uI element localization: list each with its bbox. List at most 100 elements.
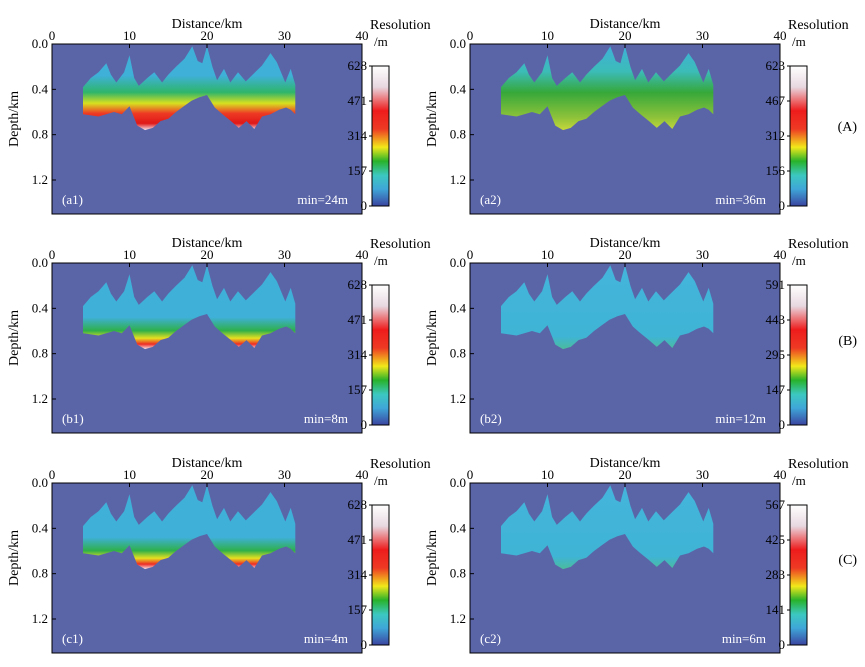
panel-a1: 0 10 20 30 40 Distance/km 0.0 0.4 0.8 1.2 Depth/km…	[7, 17, 431, 215]
y-tick-label: 0.8	[450, 127, 466, 142]
x-tick-label: 30	[278, 247, 291, 262]
colorbar	[371, 65, 390, 207]
panel-label: (c1)	[62, 631, 83, 646]
colorbar-tick-label: 425	[766, 532, 786, 547]
x-tick-label: 0	[49, 467, 56, 482]
colorbar-tick-label: 628	[348, 277, 368, 292]
resolution-field	[501, 485, 714, 570]
colorbar	[371, 504, 390, 646]
x-tick-label: 10	[541, 247, 554, 262]
panel-c1: 0 10 20 30 40 Distance/km 0.0 0.4 0.8 1.2 Depth/km…	[7, 456, 431, 654]
y-axis-title: Depth/km	[425, 310, 440, 366]
colorbar-tick-label: 471	[348, 532, 368, 547]
resolution-field	[83, 46, 296, 131]
y-tick-label: 0.8	[32, 127, 48, 142]
x-tick-label: 20	[619, 28, 632, 43]
colorbar-tick-label: 312	[766, 128, 786, 143]
x-tick-label: 0	[467, 467, 474, 482]
x-tick-label: 20	[619, 467, 632, 482]
y-axis-title: Depth/km	[7, 91, 22, 147]
x-tick-label: 30	[696, 467, 709, 482]
panel-label: (c2)	[480, 631, 501, 646]
y-axis-title: Depth/km	[425, 530, 440, 586]
y-tick-label: 0.0	[450, 475, 466, 490]
resolution-field	[83, 265, 296, 350]
colorbar-tick-label: 567	[766, 497, 786, 512]
y-tick-label: 0.8	[450, 346, 466, 361]
x-tick-label: 40	[356, 247, 369, 262]
colorbar-tick-label: 0	[779, 637, 786, 652]
y-tick-label: 0.8	[32, 566, 48, 581]
min-resolution-label: min=24m	[297, 192, 348, 207]
panels-layer: 0 10 20 30 40 Distance/km 0.0 0.4 0.8 1.2 Depth/km…	[7, 17, 857, 654]
x-tick-label: 40	[356, 467, 369, 482]
colorbar-tick-label: 157	[348, 602, 368, 617]
y-tick-label: 0.0	[32, 36, 48, 51]
colorbar-title: Resolution	[788, 457, 849, 472]
min-resolution-label: min=6m	[722, 631, 766, 646]
x-tick-label: 10	[123, 467, 136, 482]
x-axis-title: Distance/km	[590, 236, 661, 251]
colorbar-tick-label: 283	[766, 567, 786, 582]
colorbar-tick-label: 591	[766, 277, 786, 292]
y-tick-label: 1.2	[32, 172, 48, 187]
y-tick-label: 1.2	[32, 611, 48, 626]
colorbar-tick-label: 467	[766, 93, 786, 108]
colorbar-title: Resolution	[370, 237, 431, 252]
x-axis-title: Distance/km	[590, 456, 661, 471]
colorbar	[371, 284, 390, 426]
x-tick-label: 30	[278, 28, 291, 43]
x-tick-label: 30	[278, 467, 291, 482]
colorbar-title: Resolution	[370, 457, 431, 472]
colorbar-tick-label: 157	[348, 382, 368, 397]
colorbar-tick-label: 157	[348, 163, 368, 178]
x-tick-label: 0	[467, 247, 474, 262]
x-tick-label: 0	[49, 28, 56, 43]
colorbar	[789, 504, 808, 646]
colorbar-tick-label: 0	[361, 637, 368, 652]
colorbar-tick-label: 0	[361, 198, 368, 213]
x-axis-title: Distance/km	[590, 17, 661, 32]
panel-a2: 0 10 20 30 40 Distance/km 0.0 0.4 0.8 1.2 Depth/km…	[425, 17, 849, 215]
y-tick-label: 1.2	[450, 611, 466, 626]
colorbar-tick-label: 628	[348, 58, 368, 73]
y-tick-label: 0.8	[32, 346, 48, 361]
colorbar-tick-label: 314	[348, 128, 368, 143]
colorbar-tick-label: 443	[766, 312, 786, 327]
panel-label: (b1)	[62, 411, 84, 426]
colorbar-tick-label: 623	[766, 58, 786, 73]
y-tick-label: 0.0	[32, 255, 48, 270]
resolution-field	[501, 46, 714, 131]
row-label: (C)	[838, 553, 857, 568]
y-tick-label: 0.4	[450, 520, 467, 535]
colorbar-tick-label: 0	[361, 417, 368, 432]
y-tick-label: 0.4	[450, 81, 467, 96]
colorbar-tick-label: 0	[779, 417, 786, 432]
x-tick-label: 20	[201, 467, 214, 482]
x-tick-label: 0	[49, 247, 56, 262]
x-tick-label: 10	[541, 467, 554, 482]
y-axis-title: Depth/km	[425, 91, 440, 147]
y-tick-label: 0.0	[450, 36, 466, 51]
panel-b1: 0 10 20 30 40 Distance/km 0.0 0.4 0.8 1.2 Depth/km…	[7, 236, 431, 434]
x-tick-label: 40	[356, 28, 369, 43]
x-tick-label: 10	[541, 28, 554, 43]
colorbar-tick-label: 314	[348, 347, 368, 362]
colorbar	[789, 284, 808, 426]
x-tick-label: 30	[696, 28, 709, 43]
colorbar-tick-label: 0	[779, 198, 786, 213]
colorbar-unit: /m	[374, 34, 388, 49]
colorbar-tick-label: 141	[766, 602, 786, 617]
x-axis-title: Distance/km	[172, 236, 243, 251]
resolution-field	[501, 265, 714, 350]
colorbar-unit: /m	[792, 34, 806, 49]
colorbar	[789, 65, 808, 207]
min-resolution-label: min=4m	[304, 631, 348, 646]
colorbar-title: Resolution	[788, 18, 849, 33]
y-tick-label: 0.4	[32, 81, 49, 96]
colorbar-title: Resolution	[788, 237, 849, 252]
x-tick-label: 40	[774, 467, 787, 482]
panel-label: (b2)	[480, 411, 502, 426]
row-label: (B)	[838, 334, 857, 349]
